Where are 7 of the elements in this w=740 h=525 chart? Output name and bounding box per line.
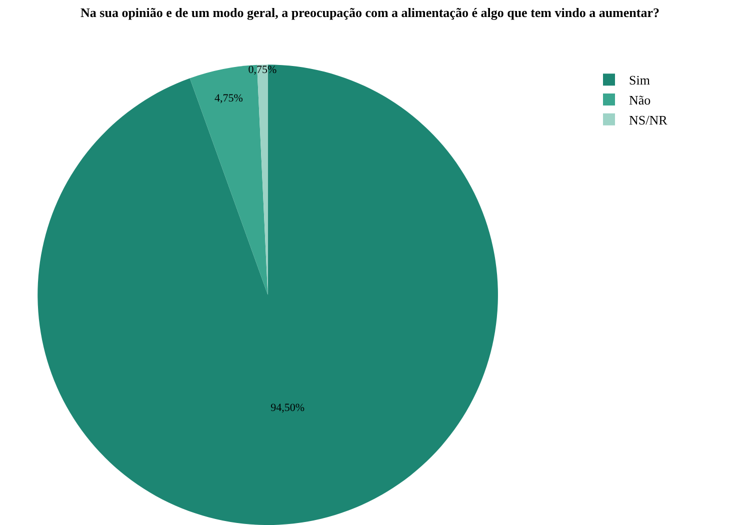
legend-label: NS/NR (629, 112, 668, 128)
pie-slice (38, 64, 498, 525)
data-label: 4,75% (214, 92, 243, 104)
legend-label: Não (629, 92, 651, 108)
data-label: 94,50% (270, 402, 305, 414)
chart-title: Na sua opinião e de um modo geral, a preocupação com a alimentação é algo que tem vindo a aumentar? (80, 4, 660, 20)
legend-label: Sim (629, 72, 650, 88)
